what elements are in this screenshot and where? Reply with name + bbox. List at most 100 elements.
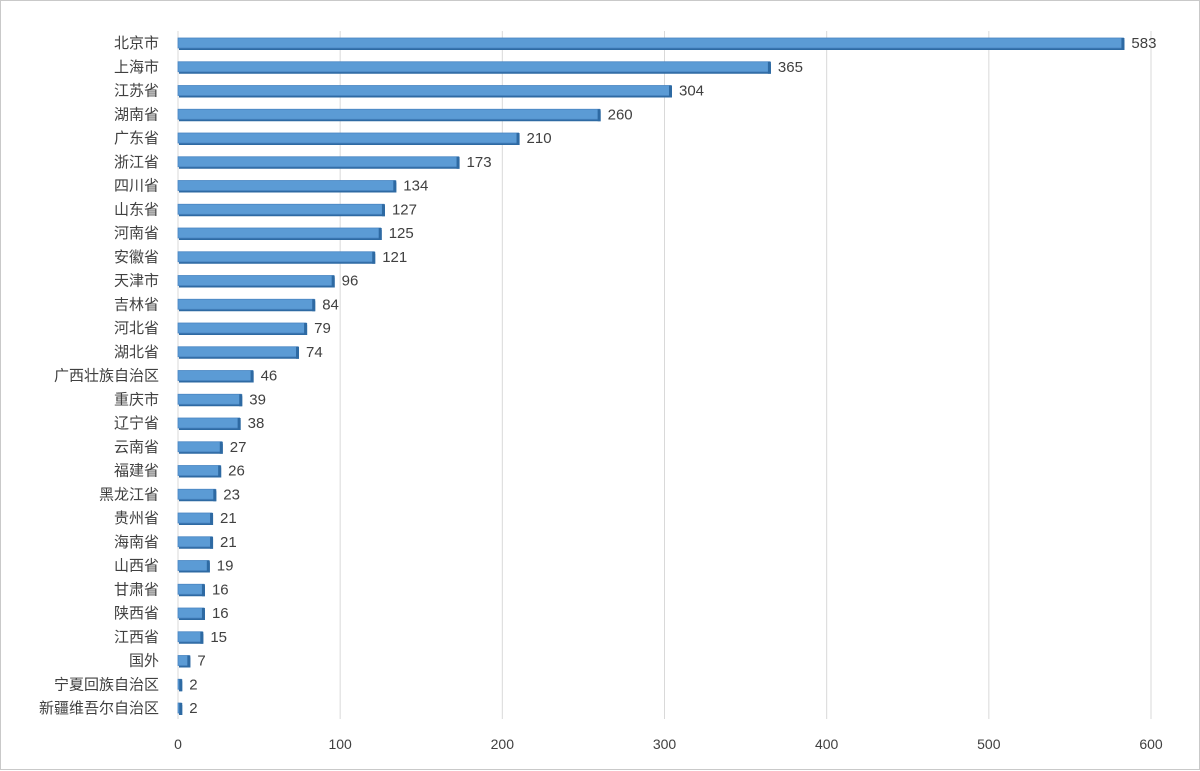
bar xyxy=(177,441,223,454)
bar-fill xyxy=(177,441,223,453)
data-label: 26 xyxy=(228,463,245,480)
bar-edge xyxy=(210,536,214,549)
bar-edge xyxy=(201,584,205,597)
x-tick-label: 0 xyxy=(174,736,182,752)
bar-edge xyxy=(381,204,385,217)
bar xyxy=(177,132,520,145)
bar-fill xyxy=(177,37,1124,49)
data-label: 173 xyxy=(467,154,492,171)
category-label: 天津市 xyxy=(114,272,159,290)
bar-edge xyxy=(239,394,243,407)
bar-edge xyxy=(456,156,460,169)
bar xyxy=(177,85,672,98)
data-label: 27 xyxy=(230,439,247,456)
bar xyxy=(177,180,397,193)
category-label: 湖北省 xyxy=(114,343,159,361)
bar xyxy=(177,465,222,478)
bar xyxy=(177,631,204,644)
category-label: 陕西省 xyxy=(114,604,159,622)
bar-fill xyxy=(177,322,307,334)
bar-fill xyxy=(177,275,335,286)
x-tick-label: 400 xyxy=(815,736,839,752)
x-tick-label: 200 xyxy=(491,736,515,752)
bar-fill xyxy=(177,417,241,429)
bar xyxy=(177,393,243,407)
category-label: 湖南省 xyxy=(114,105,159,123)
category-label: 新疆维吾尔自治区 xyxy=(39,699,159,717)
bar xyxy=(177,560,210,573)
category-label: 安徽省 xyxy=(114,248,159,266)
x-tick-label: 500 xyxy=(977,736,1001,752)
bar-edge xyxy=(206,560,210,573)
bar-fill xyxy=(177,560,210,571)
data-label: 2 xyxy=(189,676,197,693)
data-label: 39 xyxy=(249,391,266,408)
bar-edge xyxy=(237,418,241,430)
data-label: 583 xyxy=(1131,35,1156,52)
bar-fill xyxy=(177,512,213,524)
bar xyxy=(177,346,300,359)
data-label: 84 xyxy=(322,296,339,313)
bar-edge xyxy=(1121,38,1125,50)
bar-edge xyxy=(378,228,382,240)
data-label: 7 xyxy=(197,653,205,670)
bar xyxy=(177,61,771,74)
data-label: 2 xyxy=(189,700,197,717)
data-label: 16 xyxy=(212,605,229,622)
bar-edge xyxy=(213,489,217,502)
x-tick-label: 100 xyxy=(328,736,352,752)
bar xyxy=(177,583,205,597)
data-label: 210 xyxy=(527,130,552,147)
bar-fill xyxy=(177,393,242,405)
bar-fill xyxy=(177,156,459,168)
bar-edge xyxy=(187,655,191,668)
bar-fill xyxy=(177,465,221,476)
category-label: 浙江省 xyxy=(114,153,159,171)
category-label: 黑龙江省 xyxy=(99,485,159,503)
data-label: 121 xyxy=(382,249,407,266)
category-label: 广西壮族自治区 xyxy=(54,367,159,385)
data-label: 19 xyxy=(217,558,234,575)
bar-edge xyxy=(218,465,222,478)
data-label: 96 xyxy=(342,273,359,290)
data-label: 304 xyxy=(679,83,704,100)
data-label: 260 xyxy=(608,106,633,123)
x-tick-label: 300 xyxy=(653,736,677,752)
bar-edge xyxy=(331,275,335,288)
bar xyxy=(177,108,601,122)
bar-edge xyxy=(296,346,300,359)
category-label: 甘肃省 xyxy=(114,580,159,598)
bar xyxy=(177,678,183,692)
bar-fill xyxy=(177,85,672,96)
bar-edge xyxy=(210,513,214,525)
bar xyxy=(177,512,214,525)
bars xyxy=(177,37,1125,715)
bar-edge xyxy=(179,703,183,715)
bar-edge xyxy=(179,679,183,692)
data-label: 38 xyxy=(248,415,265,432)
category-label: 宁夏回族自治区 xyxy=(54,675,159,693)
category-label: 福建省 xyxy=(114,462,159,480)
x-axis-tick-labels: 0 100 200 300 400 500 600 xyxy=(174,736,1163,752)
category-label: 辽宁省 xyxy=(114,414,159,432)
bar xyxy=(177,607,205,620)
category-label: 上海市 xyxy=(114,58,159,76)
bar-edge xyxy=(304,323,308,335)
bar xyxy=(177,203,385,217)
bar-fill xyxy=(177,251,375,263)
bar-fill xyxy=(177,607,205,619)
bar-fill xyxy=(177,132,519,144)
bar-edge xyxy=(393,180,397,193)
bar-edge xyxy=(201,608,205,620)
category-label: 河北省 xyxy=(114,319,159,337)
data-label: 134 xyxy=(403,178,428,195)
bar-fill xyxy=(177,108,601,120)
bar-edge xyxy=(668,85,672,98)
category-label: 山东省 xyxy=(114,200,159,218)
bar xyxy=(177,655,191,668)
bar-fill xyxy=(177,227,382,239)
category-label: 江苏省 xyxy=(114,82,159,100)
